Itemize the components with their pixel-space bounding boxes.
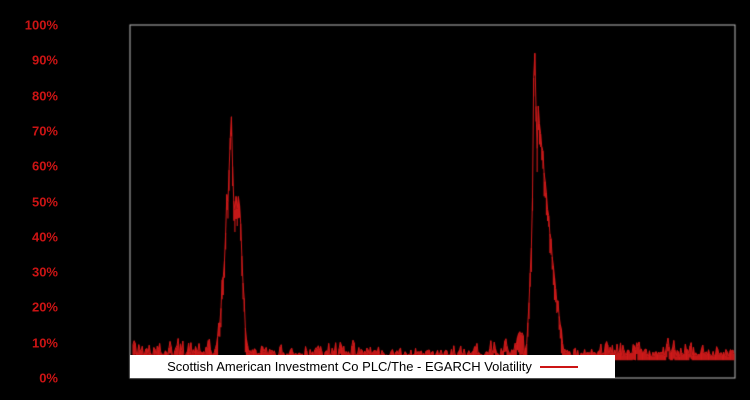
y-axis-tick-label: 100% — [25, 18, 58, 33]
y-axis-tick-label: 60% — [32, 159, 58, 174]
y-axis-tick-label: 50% — [32, 194, 58, 209]
legend-box[interactable]: Scottish American Investment Co PLC/The … — [130, 355, 615, 378]
y-axis-tick-label: 80% — [32, 88, 58, 103]
chart-root: 100% 90% 80% 70% 60% 50% 40% 30% 20% 10% 0% Scotti… — [0, 0, 750, 400]
y-axis-labels: 100% 90% 80% 70% 60% 50% 40% 30% 20% 10% 0% — [2, 0, 58, 400]
y-axis-tick-label: 30% — [32, 265, 58, 280]
legend-label: Scottish American Investment Co PLC/The … — [167, 359, 532, 374]
legend-color-swatch — [540, 366, 578, 368]
y-axis-tick-label: 40% — [32, 229, 58, 244]
y-axis-tick-label: 10% — [32, 335, 58, 350]
y-axis-tick-label: 90% — [32, 53, 58, 68]
y-axis-tick-label: 0% — [39, 371, 58, 386]
y-axis-tick-label: 70% — [32, 123, 58, 138]
y-axis-tick-label: 20% — [32, 300, 58, 315]
volatility-line-chart — [0, 0, 750, 400]
